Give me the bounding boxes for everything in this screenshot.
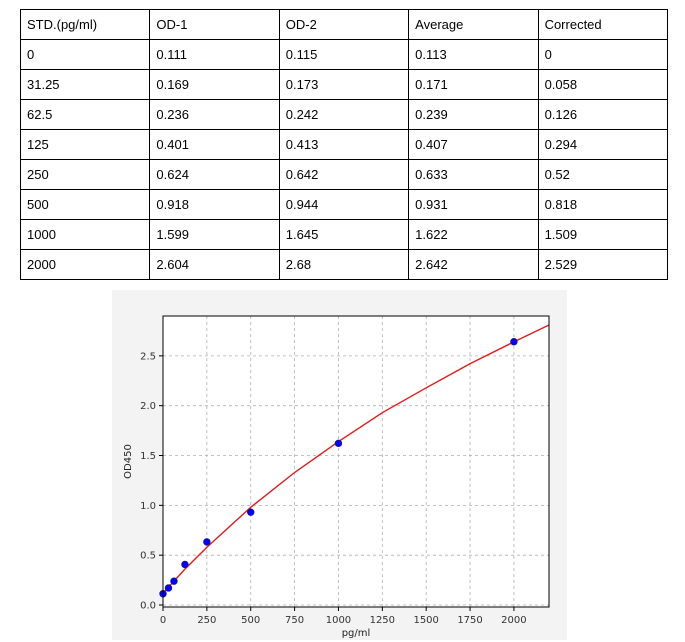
x-tick-label: 500 [241, 615, 260, 626]
table-row: 250 0.624 0.642 0.633 0.52 [19, 159, 669, 190]
table-cell: 2.642 [408, 249, 539, 280]
table-cell: 0 [537, 39, 669, 70]
table-row: 500 0.918 0.944 0.931 0.818 [19, 189, 669, 220]
column-header: OD-1 [149, 9, 280, 40]
standard-curve-chart: 0 250 500 750 1000 1250 1500 1750 2000 0.0 0.5 1.0 1… [112, 290, 567, 640]
table-cell: 0.236 [149, 99, 280, 130]
y-tick-label: 1.0 [140, 501, 156, 512]
x-axis-title: pg/ml [342, 628, 371, 639]
table-row: 31.25 0.169 0.173 0.171 0.058 [19, 69, 669, 100]
data-point [247, 508, 255, 516]
table-header-row: STD.(pg/ml) OD-1 OD-2 Average Corrected [19, 9, 669, 40]
table-row: 1000 1.599 1.645 1.622 1.509 [19, 219, 669, 250]
table-cell: 1.645 [278, 219, 410, 250]
table-cell: 1000 [19, 219, 151, 250]
data-point [181, 560, 189, 569]
x-tick-label: 1250 [370, 615, 395, 626]
data-point [510, 338, 518, 346]
column-header: OD-2 [278, 9, 410, 40]
table-cell: 250 [19, 159, 151, 190]
table-cell: 0.918 [149, 189, 280, 220]
table-cell: 0.413 [278, 129, 410, 160]
column-header: Corrected [537, 9, 669, 40]
table-row: 125 0.401 0.413 0.407 0.294 [19, 129, 669, 160]
column-header: Average [408, 9, 539, 40]
table-cell: 0.058 [537, 69, 669, 100]
standard-curve-table: STD.(pg/ml) OD-1 OD-2 Average Corrected … [19, 9, 669, 280]
x-tick-label: 2000 [501, 615, 526, 626]
table-cell: 0.242 [278, 99, 410, 130]
table-cell: 0.115 [278, 39, 410, 70]
table-cell: 0.407 [408, 129, 539, 160]
data-point [164, 584, 173, 592]
data-point [203, 538, 211, 546]
table-cell: 1.622 [408, 219, 539, 250]
table-row: 2000 2.604 2.68 2.642 2.529 [19, 249, 669, 280]
y-tick-label: 0.0 [140, 601, 156, 612]
table-cell: 125 [19, 129, 151, 160]
table-cell: 0.113 [408, 39, 539, 70]
y-tick-label: 2.5 [140, 351, 156, 362]
table-cell: 0.171 [408, 69, 539, 100]
x-tick-label: 250 [197, 615, 216, 626]
table-cell: 0 [19, 39, 151, 70]
y-tick-label: 2.0 [140, 401, 156, 412]
table-cell: 2.68 [278, 249, 410, 280]
table-cell: 0.126 [537, 99, 669, 130]
table-cell: 0.818 [537, 189, 669, 220]
table-cell: 0.173 [278, 69, 410, 100]
table-cell: 500 [19, 189, 151, 220]
y-tick-label: 1.5 [140, 451, 156, 462]
table-cell: 62.5 [19, 99, 151, 130]
table-cell: 0.931 [408, 189, 539, 220]
table-cell: 0.52 [537, 159, 669, 190]
table-cell: 0.633 [408, 159, 539, 190]
table-cell: 2.604 [149, 249, 280, 280]
table-cell: 2000 [19, 249, 151, 280]
x-tick-label: 1750 [457, 615, 482, 626]
chart-canvas: 0 250 500 750 1000 1250 1500 1750 2000 0.0 0.5 1.0 1… [123, 315, 550, 639]
table-cell: 0.624 [149, 159, 280, 190]
table-cell: 1.599 [149, 219, 280, 250]
table-cell: 2.529 [537, 249, 669, 280]
data-point [170, 577, 178, 585]
table-cell: 0.401 [149, 129, 280, 160]
x-tick-label: 0 [160, 615, 166, 626]
y-axis-title: OD450 [123, 444, 134, 479]
table-cell: 0.169 [149, 69, 280, 100]
table-row: 0 0.111 0.115 0.113 0 [19, 39, 669, 70]
table-cell: 0.294 [537, 129, 669, 160]
table-cell: 31.25 [19, 69, 151, 100]
x-tick-label: 750 [285, 615, 304, 626]
x-tick-label: 1500 [413, 615, 438, 626]
table-cell: 1.509 [537, 219, 669, 250]
plot-frame [162, 315, 550, 608]
column-header: STD.(pg/ml) [19, 9, 151, 40]
table-cell: 0.642 [278, 159, 410, 190]
table-row: 62.5 0.236 0.242 0.239 0.126 [19, 99, 669, 130]
table-cell: 0.111 [149, 39, 280, 70]
x-tick-label: 1000 [326, 615, 351, 626]
table-cell: 0.944 [278, 189, 410, 220]
y-tick-label: 0.5 [140, 551, 156, 562]
data-point [334, 439, 343, 448]
table-cell: 0.239 [408, 99, 539, 130]
plot-area [163, 316, 549, 607]
